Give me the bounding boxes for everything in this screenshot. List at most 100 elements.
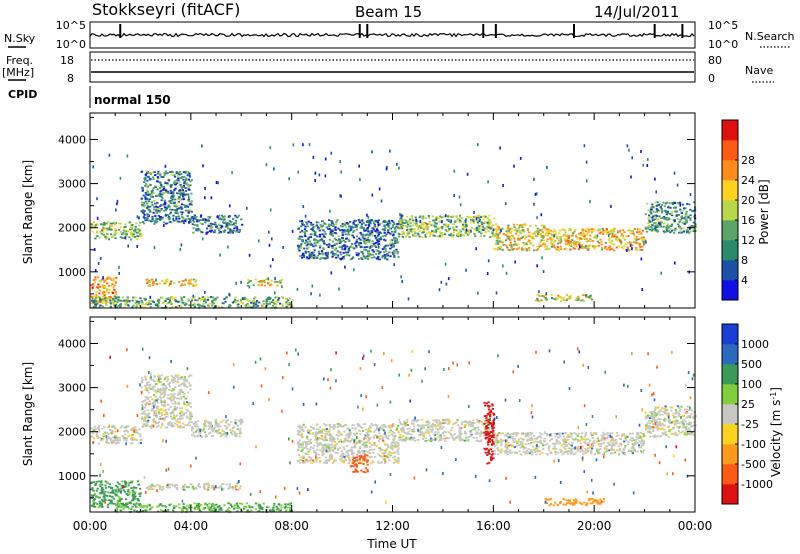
echo-cell [120, 233, 124, 236]
echo-cell [123, 439, 126, 441]
echo-cell [113, 294, 116, 297]
echo-cell [328, 238, 331, 241]
echo-cell [98, 425, 101, 427]
echo-cell [367, 229, 370, 232]
echo-cell [154, 399, 157, 401]
echo-cell [116, 202, 118, 206]
echo-cell [127, 425, 130, 428]
echo-cell [496, 248, 499, 251]
echo-cell [174, 380, 177, 383]
echo-cell [397, 251, 400, 253]
echo-cell [421, 236, 424, 238]
echo-cell [144, 378, 147, 381]
echo-cell [523, 242, 526, 245]
echo-cell [177, 174, 180, 177]
echo-cell [549, 242, 552, 244]
echo-cell [647, 217, 650, 220]
echo-cell [90, 427, 93, 430]
echo-cell [136, 231, 140, 234]
echo-cell [339, 229, 342, 232]
echo-cell [381, 255, 384, 257]
echo-cell [654, 211, 657, 213]
echo-cell [389, 451, 392, 454]
echo-cell [146, 382, 149, 385]
echo-cell [469, 221, 472, 224]
echo-cell [654, 177, 656, 181]
echo-cell [565, 235, 569, 238]
echo-cell [306, 435, 309, 438]
echo-cell [408, 236, 411, 238]
echo-cell [242, 297, 244, 300]
echo-cell [531, 236, 534, 239]
echo-cell [182, 303, 185, 305]
echo-cell [617, 245, 620, 248]
echo-cell [366, 445, 369, 448]
echo-cell [254, 278, 257, 281]
echo-cell [363, 248, 366, 251]
echo-cell [179, 407, 182, 410]
echo-cell [608, 245, 611, 248]
echo-cell [165, 190, 168, 193]
echo-cell [148, 416, 151, 419]
echo-cell [434, 231, 437, 234]
echo-cell [534, 299, 537, 302]
echo-cell [112, 436, 115, 439]
echo-cell [180, 208, 183, 210]
echo-cell [193, 217, 196, 220]
echo-cell [193, 435, 196, 438]
echo-cell [211, 303, 214, 305]
echo-cell [380, 448, 383, 451]
echo-cell [189, 219, 192, 222]
echo-cell [124, 426, 128, 429]
echo-cell [163, 199, 166, 202]
echo-cell [410, 228, 413, 231]
echo-cell [523, 223, 526, 226]
echo-cell [572, 232, 575, 234]
echo-cell [132, 233, 135, 236]
echo-cell [444, 229, 447, 231]
echo-cell [187, 187, 190, 190]
echo-cell [209, 226, 212, 229]
echo-cell [473, 211, 475, 214]
echo-cell [148, 279, 151, 282]
echo-cell [97, 426, 100, 429]
echo-cell [209, 228, 212, 230]
echo-cell [144, 184, 147, 187]
echo-cell [369, 446, 372, 448]
echo-cell [321, 447, 324, 450]
echo-cell [332, 462, 335, 464]
echo-cell [392, 456, 395, 459]
echo-cell [585, 240, 588, 243]
echo-cell [393, 226, 397, 229]
echo-cell [557, 294, 560, 297]
echo-cell [104, 279, 107, 282]
echo-cell [184, 170, 188, 173]
echo-cell [192, 278, 195, 281]
echo-cell [384, 460, 387, 463]
echo-cell [229, 229, 232, 232]
echo-cell [156, 218, 159, 220]
echo-cell [356, 451, 360, 454]
echo-cell [391, 448, 394, 451]
echo-cell [521, 249, 524, 251]
echo-cell [183, 380, 186, 382]
echo-cell [145, 278, 148, 281]
echo-cell [178, 181, 181, 184]
echo-cell [163, 206, 167, 209]
echo-cell [155, 383, 158, 385]
echo-cell [321, 236, 324, 239]
echo-cell [255, 303, 258, 306]
echo-cell [430, 232, 433, 235]
echo-cell [177, 403, 180, 405]
echo-cell [229, 221, 232, 224]
echo-cell [512, 248, 516, 250]
echo-cell [164, 409, 167, 411]
echo-cell [411, 231, 414, 234]
echo-cell [412, 234, 415, 236]
echo-cell [366, 430, 370, 433]
echo-cell [134, 428, 137, 431]
echo-cell [361, 220, 364, 223]
echo-cell [683, 217, 686, 220]
echo-cell [469, 216, 472, 219]
echo-cell [344, 221, 347, 224]
